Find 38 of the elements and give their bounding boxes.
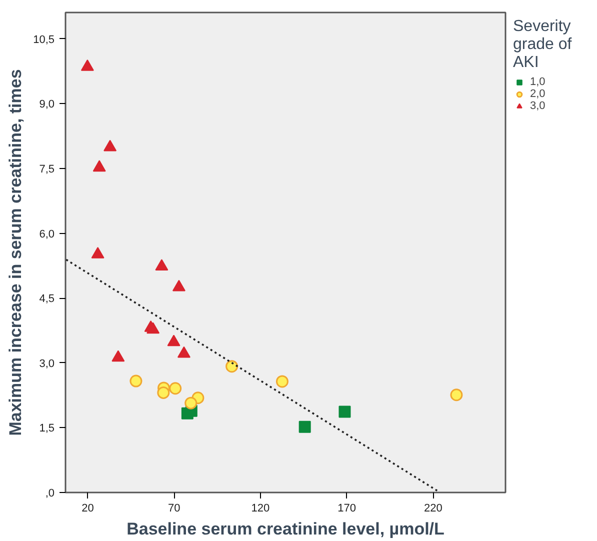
point [450,388,463,402]
x-axis-title: Baseline serum creatinine level, µmol/L [126,520,444,538]
y-axis-title: Maximum increase in serum creatinine, times [6,69,26,436]
y-tick-label: 3,0 [39,358,55,370]
point [146,322,160,334]
point [338,406,351,418]
x-tick-label: 220 [424,502,442,514]
y-tick-label: 6,0 [39,228,55,240]
x-tick-label: 120 [251,502,270,514]
y-tick-label: 1,5 [39,422,55,435]
point [169,382,182,395]
point [226,360,238,373]
legend-title: Severity grade of AKI [513,18,572,72]
x-tick-label: 70 [168,502,180,514]
y-tick-label: 9,0 [39,98,55,111]
x-tick-label: 170 [338,502,356,514]
y-tick-label: 4,5 [39,293,55,306]
point [104,140,117,152]
point [91,247,104,258]
legend-label: 2,0 [530,88,546,100]
point [184,396,198,410]
x-tick-label: 20 [82,502,94,514]
y-tick-label: 10,5 [33,34,55,46]
legend-label: 3,0 [530,100,546,112]
point [112,350,125,362]
point [130,374,142,388]
point [167,334,180,346]
y-tick-label: 7,5 [39,163,55,176]
legend-label: 1,0 [530,76,546,88]
point [276,375,288,388]
point [155,259,168,271]
point [298,420,311,433]
point [172,280,186,292]
y-tick-label: ,0 [45,488,55,500]
point [177,346,190,358]
point [157,386,170,399]
point [92,160,106,172]
point [80,60,94,71]
